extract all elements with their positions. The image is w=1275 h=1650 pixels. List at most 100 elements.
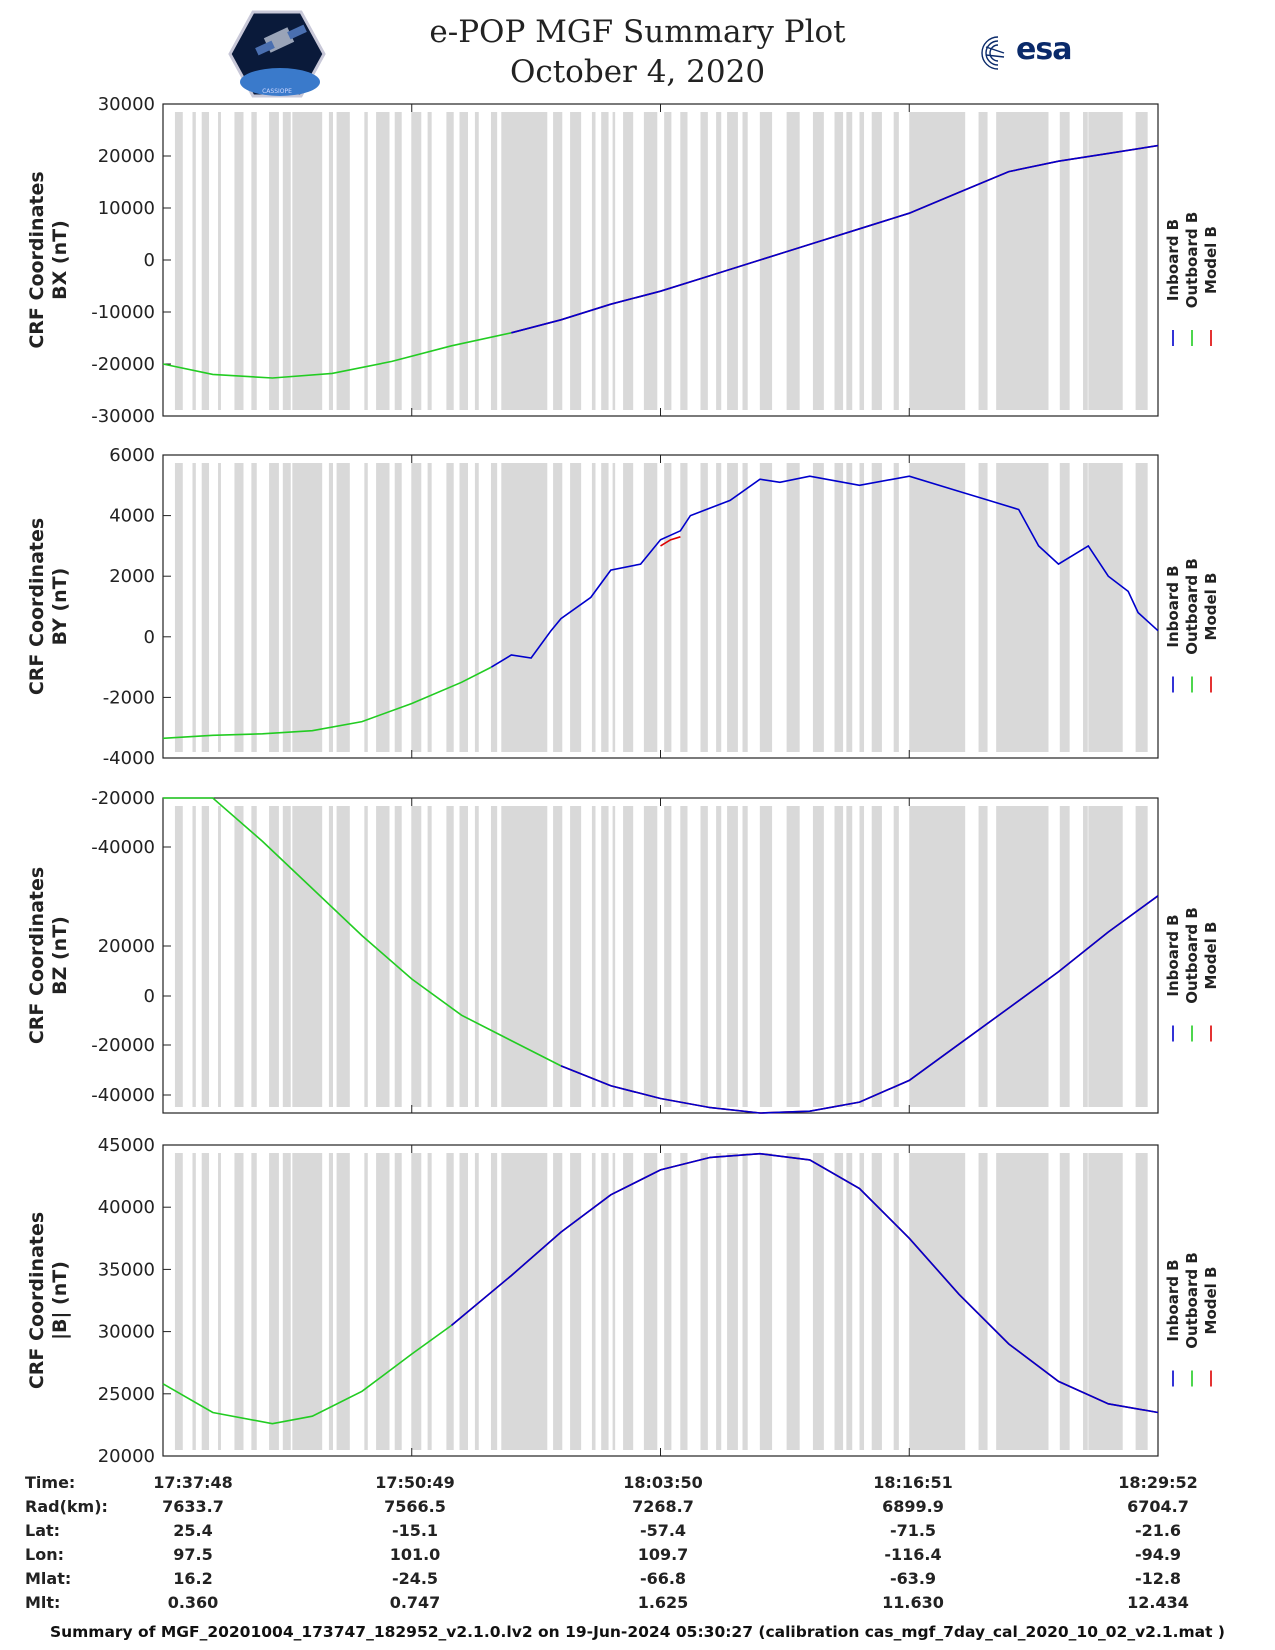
gap-band bbox=[474, 806, 479, 1107]
gap-band bbox=[591, 806, 596, 1107]
gap-band bbox=[539, 806, 548, 1107]
gap-band bbox=[1038, 112, 1049, 410]
gap-band bbox=[1059, 1153, 1070, 1450]
cassiope-mission-logo: CASSIOPE bbox=[228, 10, 326, 98]
gap-band bbox=[394, 463, 402, 752]
gap-band bbox=[282, 806, 291, 1107]
gap-band bbox=[998, 1153, 1039, 1450]
gap-band bbox=[1059, 806, 1070, 1107]
y-tick-label: 4000 bbox=[109, 506, 155, 527]
gap-band bbox=[680, 1153, 688, 1450]
gap-band bbox=[909, 112, 959, 410]
gap-band bbox=[218, 112, 221, 410]
ephem-value: 6704.7 bbox=[1127, 1497, 1189, 1516]
gap-band bbox=[474, 1153, 479, 1450]
ephem-value: -57.4 bbox=[640, 1521, 686, 1540]
gap-band bbox=[909, 806, 959, 1107]
gap-band bbox=[364, 112, 368, 410]
inboard-b-line bbox=[490, 475, 1159, 668]
gap-band bbox=[1135, 806, 1148, 1107]
gap-band bbox=[234, 463, 244, 752]
legend-label: Model B bbox=[1202, 1267, 1220, 1335]
inboard-b-line bbox=[511, 144, 1159, 334]
ephem-value: 17:50:49 bbox=[375, 1473, 455, 1492]
y-axis-label: CRF Coordinates bbox=[26, 1212, 48, 1389]
gap-band bbox=[427, 806, 432, 1107]
gap-band bbox=[957, 112, 966, 410]
gap-band bbox=[612, 463, 616, 752]
gap-band bbox=[570, 1153, 582, 1450]
y-tick-label: 30000 bbox=[98, 1322, 155, 1343]
y-axis-unit-label: BX (nT) bbox=[49, 220, 71, 300]
y-tick-label: -30000 bbox=[91, 406, 155, 427]
y-tick-label: 40000 bbox=[98, 1197, 155, 1218]
gap-band bbox=[1059, 112, 1070, 410]
gap-band bbox=[490, 806, 498, 1107]
gap-band bbox=[812, 1153, 824, 1450]
gap-band bbox=[612, 112, 616, 410]
ephem-row-label: Mlat: bbox=[25, 1569, 71, 1588]
ephem-value: -24.5 bbox=[392, 1569, 438, 1588]
gap-band bbox=[893, 112, 899, 410]
gap-band bbox=[394, 1153, 402, 1450]
gap-band bbox=[376, 806, 390, 1107]
gap-band bbox=[700, 112, 708, 410]
ephem-value: 0.360 bbox=[168, 1593, 219, 1612]
gap-band bbox=[192, 1153, 196, 1450]
gap-band bbox=[996, 1153, 1000, 1450]
gap-band bbox=[601, 463, 609, 752]
ephem-value: 18:03:50 bbox=[623, 1473, 703, 1492]
gap-band bbox=[553, 463, 563, 752]
gap-band bbox=[553, 1153, 563, 1450]
gap-band bbox=[364, 463, 368, 752]
gap-band bbox=[394, 112, 402, 410]
gap-band bbox=[996, 463, 1000, 752]
gap-band bbox=[201, 463, 210, 752]
gap-band bbox=[192, 463, 196, 752]
gap-band bbox=[1135, 1153, 1148, 1450]
outboard-b-line bbox=[162, 666, 492, 740]
gap-band bbox=[1038, 463, 1049, 752]
gap-band bbox=[1135, 112, 1148, 410]
gap-band bbox=[834, 806, 844, 1107]
inboard-b-line bbox=[560, 895, 1159, 1114]
ephem-value: 17:37:48 bbox=[153, 1473, 233, 1492]
gap-band bbox=[490, 463, 498, 752]
gap-band bbox=[727, 463, 738, 752]
gap-band bbox=[269, 1153, 279, 1450]
gap-band bbox=[251, 112, 257, 410]
gap-band bbox=[834, 112, 844, 410]
gap-band bbox=[427, 112, 432, 410]
gap-band bbox=[727, 1153, 738, 1450]
gap-band bbox=[978, 806, 988, 1107]
gap-band bbox=[612, 1153, 616, 1450]
y-tick-label: -40000 bbox=[91, 1085, 155, 1106]
gap-band bbox=[1114, 806, 1123, 1107]
ephem-row-label: Time: bbox=[25, 1473, 75, 1492]
gap-band bbox=[978, 463, 988, 752]
gap-band bbox=[643, 463, 658, 752]
gap-band bbox=[591, 1153, 596, 1450]
gap-band bbox=[411, 112, 422, 410]
gap-band bbox=[759, 463, 773, 752]
gap-band bbox=[601, 806, 609, 1107]
gap-band bbox=[174, 1153, 183, 1450]
gap-band bbox=[759, 1153, 773, 1450]
gap-band bbox=[834, 463, 844, 752]
ephem-value: 101.0 bbox=[390, 1545, 441, 1564]
y-axis-label: CRF Coordinates bbox=[26, 518, 48, 695]
gap-band bbox=[376, 463, 390, 752]
gap-band bbox=[427, 1153, 432, 1450]
gap-band bbox=[251, 806, 257, 1107]
gap-band bbox=[539, 463, 548, 752]
gap-band bbox=[700, 806, 708, 1107]
gap-band bbox=[957, 463, 966, 752]
gap-band bbox=[612, 806, 616, 1107]
gap-band bbox=[1114, 463, 1123, 752]
ephem-value: 1.625 bbox=[638, 1593, 689, 1612]
gap-band bbox=[1114, 1153, 1123, 1450]
gap-band bbox=[871, 1153, 882, 1450]
ephem-value: 109.7 bbox=[638, 1545, 689, 1564]
gap-band bbox=[1088, 112, 1119, 410]
